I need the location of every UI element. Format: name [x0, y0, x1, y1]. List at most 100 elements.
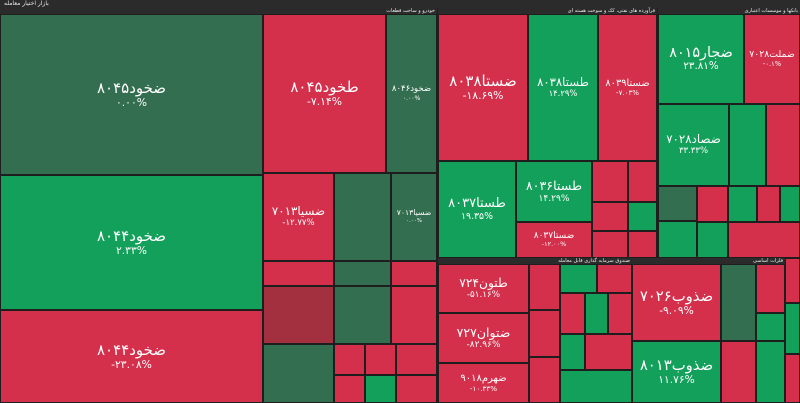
tile[interactable]: ضخود۸۰۴۶ ۰.۰۰%: [386, 14, 437, 173]
tile[interactable]: ضصاد۷۰۲۸ ۳۳.۳۳%: [658, 104, 729, 186]
tile[interactable]: ضخود۸۰۴۴ ۲.۳۳%: [0, 175, 263, 310]
tile-symbol: ضخود۸۰۴۴: [96, 226, 167, 245]
tile-symbol: ضهرم۹۰۱۸: [460, 373, 507, 385]
small-tile[interactable]: [391, 286, 437, 344]
tile-change: -۱۲.۷۷%: [282, 217, 315, 228]
tile[interactable]: ضخود۸۰۴۵ ۰.۰۰%: [0, 14, 263, 175]
small-tile[interactable]: [592, 231, 628, 258]
small-tile[interactable]: [263, 261, 334, 286]
small-tile[interactable]: [592, 202, 628, 231]
tile[interactable]: ضستا۸۰۳۹ -۷.۰۳%: [598, 14, 657, 161]
small-tile[interactable]: [560, 334, 585, 370]
small-tile[interactable]: [697, 222, 728, 258]
tile-symbol: ضخود۸۰۴۶: [391, 84, 432, 95]
small-tile[interactable]: [263, 286, 334, 344]
small-tile[interactable]: [628, 161, 657, 202]
small-tile[interactable]: [334, 286, 391, 344]
tile[interactable]: ضسیا۷۰۱۳ ۰.۰۰%: [391, 173, 437, 261]
market-title: بازار اختیار معامله: [4, 0, 49, 7]
tile-change: ۳۳.۳۳%: [678, 145, 709, 156]
tile[interactable]: طتون۷۲۴ -۵۱.۱۶%: [438, 264, 529, 313]
small-tile[interactable]: [334, 344, 365, 375]
small-tile[interactable]: [721, 264, 756, 341]
small-tile[interactable]: [365, 344, 396, 375]
small-tile[interactable]: [756, 313, 785, 341]
small-tile[interactable]: [728, 222, 800, 258]
tile[interactable]: طخود۸۰۴۵ -۷.۱۴%: [263, 14, 386, 173]
small-tile[interactable]: [529, 310, 560, 357]
small-tile[interactable]: [396, 375, 437, 403]
sector-title: خودرو و ساخت قطعات: [0, 8, 437, 14]
small-tile[interactable]: [628, 231, 657, 258]
tile-symbol: ضخود۸۰۴۵: [96, 78, 167, 97]
small-tile[interactable]: [785, 258, 800, 303]
tile-change: -۹.۰۹%: [659, 303, 694, 317]
small-tile[interactable]: [592, 161, 628, 202]
small-tile[interactable]: [585, 334, 632, 370]
tile-symbol: طستا۸۰۳۸: [537, 74, 589, 89]
tile-change: -۰.۱%: [762, 59, 782, 68]
tile[interactable]: ضذوب۷۰۲۶ -۹.۰۹%: [632, 264, 721, 341]
small-tile[interactable]: [658, 186, 697, 221]
small-tile[interactable]: [628, 202, 657, 231]
small-tile[interactable]: [658, 221, 697, 258]
small-tile[interactable]: [766, 104, 800, 186]
tile-symbol: ضستا۸۰۳۷: [533, 231, 575, 242]
small-tile[interactable]: [263, 344, 334, 403]
tile-symbol: طستا۸۰۳۶: [525, 177, 583, 193]
tile[interactable]: ضستا۸۰۳۸ -۱۸.۶۹%: [438, 14, 528, 161]
small-tile[interactable]: [560, 370, 632, 403]
tile[interactable]: طستا۸۰۳۸ ۱۴.۲۹%: [528, 14, 598, 161]
tile[interactable]: طستا۸۰۳۶ ۱۴.۲۹%: [516, 161, 592, 222]
tile-change: ۰.۰۰%: [406, 218, 422, 225]
small-tile[interactable]: [785, 354, 800, 403]
sector-title: بانکها و موسسات اعتباری: [658, 8, 800, 14]
small-tile[interactable]: [396, 344, 437, 375]
tile-symbol: ضذوب۸۰۱۳: [639, 357, 714, 375]
tile-change: -۱۸.۶۹%: [462, 88, 504, 102]
small-tile[interactable]: [728, 186, 757, 222]
tile[interactable]: ضخود۸۰۴۴ -۲۳.۰۸%: [0, 310, 263, 403]
tile-change: -۵۱.۱۶%: [466, 290, 501, 301]
small-tile[interactable]: [334, 173, 391, 261]
tile[interactable]: ضسیا۷۰۱۳ -۱۲.۷۷%: [263, 173, 334, 261]
tile-change: ۱۴.۲۹%: [538, 193, 570, 204]
small-tile[interactable]: [608, 293, 632, 334]
tile-symbol: ضذوب۷۰۲۶: [639, 287, 714, 305]
small-tile[interactable]: [756, 264, 785, 313]
small-tile[interactable]: [729, 104, 766, 186]
tile[interactable]: ضستا۸۰۳۷ -۱۲.۰۰%: [516, 222, 592, 258]
tile-change: -۸۲.۹۶%: [466, 340, 501, 351]
small-tile[interactable]: [585, 293, 608, 334]
small-tile[interactable]: [721, 341, 756, 403]
tile[interactable]: طستا۸۰۳۷ ۱۹.۳۵%: [438, 161, 516, 258]
small-tile[interactable]: [529, 264, 560, 310]
tile[interactable]: ضهرم۹۰۱۸ -۱۰.۳۳%: [438, 363, 529, 403]
tile[interactable]: ضملت۷۰۲۸ -۰.۱%: [744, 14, 800, 104]
tile[interactable]: ضجار۸۰۱۵ ۲۳.۸۱%: [658, 14, 744, 104]
tile-change: ۱۴.۲۹%: [548, 88, 578, 99]
small-tile[interactable]: [756, 341, 785, 403]
small-tile[interactable]: [365, 375, 396, 403]
small-tile[interactable]: [597, 264, 632, 293]
small-tile[interactable]: [391, 261, 437, 286]
small-tile[interactable]: [560, 264, 597, 293]
tile-symbol: ضصاد۷۰۲۸: [666, 132, 721, 147]
tile-symbol: طتون۷۲۴: [459, 276, 508, 291]
tile-change: ۲.۳۳%: [115, 243, 148, 257]
market-header: بازار اختیار معامله: [0, 0, 800, 8]
tile[interactable]: ضذوب۸۰۱۳ ۱۱.۷۶%: [632, 341, 721, 403]
small-tile[interactable]: [780, 186, 800, 222]
tile-symbol: ضجار۸۰۱۵: [669, 44, 733, 61]
small-tile[interactable]: [334, 375, 365, 403]
small-tile[interactable]: [757, 186, 780, 222]
small-tile[interactable]: [529, 357, 560, 403]
tile-symbol: طخود۸۰۴۵: [290, 77, 359, 96]
small-tile[interactable]: [334, 261, 391, 286]
tile[interactable]: ضتوان۷۲۷ -۸۲.۹۶%: [438, 313, 529, 363]
small-tile[interactable]: [785, 303, 800, 354]
small-tile[interactable]: [697, 186, 728, 222]
small-tile[interactable]: [560, 293, 585, 334]
sector-title: صندوق سرمایه گذاری قابل معامله: [438, 258, 632, 264]
tile-symbol: ضستا۸۰۳۸: [449, 71, 517, 90]
